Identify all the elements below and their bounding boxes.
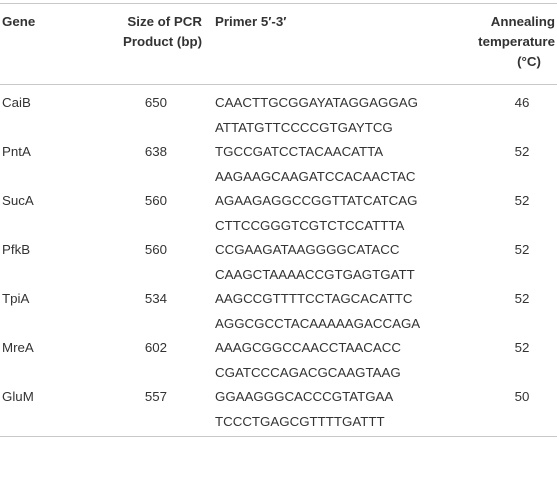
cell-size: 560	[144, 193, 167, 208]
cell-size: 650	[144, 95, 167, 110]
cell-gene: TpiA	[2, 291, 30, 306]
table-row: PntA 638 TGCCGATCCTACAACATTA AAGAAGCAAGAT…	[0, 140, 557, 189]
table-row: PfkB 560 CCGAAGATAAGGGGCATACC CAAGCTAAAAC…	[0, 238, 557, 287]
header-temp-line1: Annealing	[490, 14, 555, 29]
cell-size: 560	[144, 242, 167, 257]
cell-size: 602	[144, 340, 167, 355]
table-row: GluM 557 GGAAGGGCACCCGTATGAA TCCCTGAGCGTT…	[0, 385, 557, 437]
cell-gene: GluM	[2, 389, 34, 404]
table-header: Gene Size of PCR Product (bp) Primer 5′-3…	[0, 3, 557, 85]
cell-gene: MreA	[2, 340, 34, 355]
primer-reverse: AGGCGCCTACAAAAAGACCAGA	[215, 315, 421, 331]
table-row: SucA 560 AGAAGAGGCCGGTTATCATCAG CTTCCGGGT…	[0, 189, 557, 238]
cell-primer: TGCCGATCCTACAACATTA AAGAAGCAAGATCCACAACTA…	[210, 140, 465, 189]
primer-reverse: CGATCCCAGACGCAAGTAAG	[215, 364, 401, 380]
header-row: Gene Size of PCR Product (bp) Primer 5′-3…	[0, 3, 557, 85]
primer-forward: CAACTTGCGGAYATAGGAGGAG	[215, 95, 418, 110]
table-row: TpiA 534 AAGCCGTTTTCCTAGCACATTC AGGCGCCTA…	[0, 287, 557, 336]
cell-temperature: 52	[514, 144, 530, 159]
cell-temperature: 52	[514, 291, 530, 306]
primer-reverse: TCCCTGAGCGTTTTGATTT	[215, 413, 385, 429]
cell-temperature: 50	[514, 389, 530, 404]
cell-primer: AGAAGAGGCCGGTTATCATCAG CTTCCGGGTCGTCTCCAT…	[210, 189, 465, 238]
cell-temperature: 52	[514, 340, 530, 355]
cell-gene: PfkB	[2, 242, 31, 257]
cell-temperature: 52	[514, 242, 530, 257]
cell-temperature: 46	[514, 95, 530, 110]
cell-primer: AAAGCGGCCAACCTAACACC CGATCCCAGACGCAAGTAAG	[210, 336, 465, 385]
cell-primer: CCGAAGATAAGGGGCATACC CAAGCTAAAACCGTGAGTGA…	[210, 238, 465, 287]
header-size-line2: Product (bp)	[122, 34, 202, 49]
primer-reverse: ATTATGTTCCCCGTGAYTCG	[215, 119, 393, 135]
header-gene-label: Gene	[2, 14, 36, 29]
primer-reverse: AAGAAGCAAGATCCACAACTAC	[215, 168, 416, 184]
cell-gene: CaiB	[2, 95, 31, 110]
cell-gene: SucA	[2, 193, 34, 208]
cell-size: 534	[144, 291, 167, 306]
cell-size: 638	[144, 144, 167, 159]
primer-forward: GGAAGGGCACCCGTATGAA	[215, 389, 394, 404]
table-row: CaiB 650 CAACTTGCGGAYATAGGAGGAG ATTATGTTC…	[0, 85, 557, 141]
cell-primer: AAGCCGTTTTCCTAGCACATTC AGGCGCCTACAAAAAGAC…	[210, 287, 465, 336]
primer-forward: AAAGCGGCCAACCTAACACC	[215, 340, 401, 355]
header-size-line1: Size of PCR	[127, 14, 202, 29]
header-primer-label: Primer 5′-3′	[215, 14, 287, 29]
table-body: CaiB 650 CAACTTGCGGAYATAGGAGGAG ATTATGTTC…	[0, 85, 557, 437]
header-temp-line2: temperature	[478, 34, 555, 49]
primer-forward: CCGAAGATAAGGGGCATACC	[215, 242, 400, 257]
cell-primer: CAACTTGCGGAYATAGGAGGAG ATTATGTTCCCCGTGAYT…	[210, 85, 465, 141]
primer-reverse: CTTCCGGGTCGTCTCCATTTA	[215, 217, 405, 233]
table-row: MreA 602 AAAGCGGCCAACCTAACACC CGATCCCAGAC…	[0, 336, 557, 385]
header-temperature: Annealing temperature (°C)	[465, 4, 557, 85]
cell-temperature: 52	[514, 193, 530, 208]
cell-primer: GGAAGGGCACCCGTATGAA TCCCTGAGCGTTTTGATTT	[210, 385, 465, 437]
cell-size: 557	[144, 389, 167, 404]
primer-forward: TGCCGATCCTACAACATTA	[215, 144, 384, 159]
cell-gene: PntA	[2, 144, 31, 159]
primer-reverse: CAAGCTAAAACCGTGAGTGATT	[215, 266, 415, 282]
primer-table: Gene Size of PCR Product (bp) Primer 5′-3…	[0, 3, 557, 437]
header-primer: Primer 5′-3′	[210, 4, 465, 85]
primer-forward: AGAAGAGGCCGGTTATCATCAG	[215, 193, 418, 208]
primer-forward: AAGCCGTTTTCCTAGCACATTC	[215, 291, 413, 306]
header-size: Size of PCR Product (bp)	[92, 4, 210, 85]
header-gene: Gene	[0, 4, 92, 85]
header-temp-line3: (°C)	[517, 54, 541, 69]
